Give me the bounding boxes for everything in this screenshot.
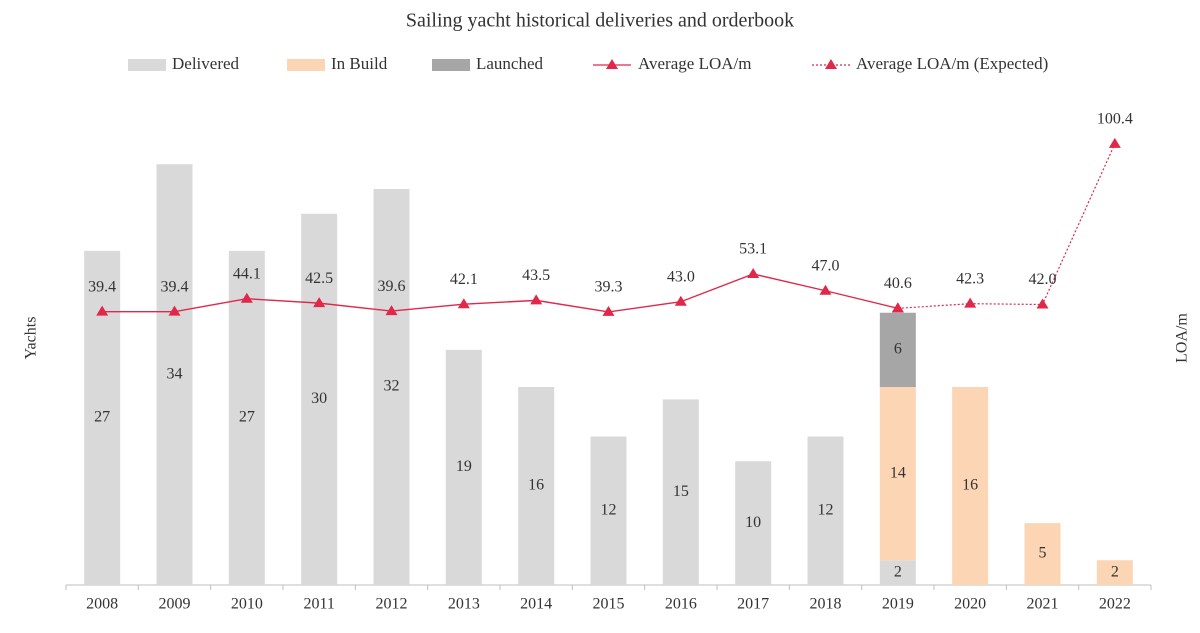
- bar-value-label: 10: [745, 514, 761, 531]
- bar: [156, 164, 193, 585]
- bar-value-label: 16: [962, 477, 978, 494]
- x-tick-label: 2015: [593, 596, 625, 613]
- line-value-label: 44.1: [233, 265, 261, 282]
- line-marker: [168, 305, 181, 316]
- legend-label: Average LOA/m: [638, 54, 751, 73]
- line-value-label: 42.5: [305, 270, 333, 287]
- bar: [445, 349, 482, 585]
- bar-value-label: 2: [894, 563, 902, 580]
- line-value-label: 39.4: [161, 278, 189, 295]
- line-value-label: 42.0: [1029, 271, 1057, 288]
- line-value-label: 43.5: [522, 267, 550, 284]
- bar: [301, 213, 338, 585]
- line-marker: [1036, 298, 1049, 309]
- line-value-label: 42.1: [450, 271, 478, 288]
- line-value-label: 39.4: [88, 278, 116, 295]
- x-tick-label: 2020: [954, 596, 986, 613]
- x-tick-label: 2021: [1027, 596, 1059, 613]
- x-tick-label: 2022: [1099, 596, 1131, 613]
- bar: [228, 250, 265, 585]
- line-value-label: 39.6: [378, 278, 406, 295]
- bar-value-label: 27: [94, 409, 110, 426]
- bar-value-label: 30: [311, 390, 327, 407]
- bar: [373, 189, 410, 585]
- line-marker: [819, 284, 832, 295]
- x-tick-label: 2010: [231, 596, 263, 613]
- bar-value-label: 34: [167, 365, 183, 382]
- legend-label: Average LOA/m (Expected): [856, 54, 1048, 73]
- legend-marker: [606, 59, 618, 69]
- bar-value-label: 2: [1111, 563, 1119, 580]
- bar-value-label: 14: [890, 464, 906, 481]
- line-marker: [313, 297, 326, 308]
- legend-swatch: [128, 59, 166, 71]
- line-marker: [602, 305, 615, 316]
- legend-swatch: [432, 59, 470, 71]
- y2-axis-label: LOA/m: [1174, 313, 1191, 363]
- line-value-label: 39.3: [595, 279, 623, 296]
- line-marker: [385, 305, 398, 316]
- bar: [662, 399, 699, 585]
- bar-value-label: 6: [894, 341, 902, 358]
- line: [897, 143, 1116, 309]
- bar: [1096, 560, 1133, 585]
- y-axis-label: Yachts: [23, 317, 40, 360]
- line-marker: [96, 305, 109, 316]
- bar-value-label: 27: [239, 409, 255, 426]
- line: [102, 273, 898, 313]
- x-tick-label: 2014: [520, 596, 552, 613]
- line-marker: [457, 298, 470, 309]
- bar: [1024, 523, 1061, 585]
- bar-value-label: 12: [601, 501, 617, 518]
- bar-value-label: 15: [673, 483, 689, 500]
- bar: [590, 436, 627, 585]
- bar-value-label: 16: [528, 477, 544, 494]
- legend-swatch: [287, 59, 325, 71]
- line-value-label: 43.0: [667, 268, 695, 285]
- x-tick-label: 2013: [448, 596, 480, 613]
- line-marker: [530, 294, 543, 305]
- x-tick-label: 2009: [159, 596, 191, 613]
- bar: [879, 560, 916, 585]
- bar-value-label: 12: [818, 501, 834, 518]
- x-tick-label: 2012: [376, 596, 408, 613]
- x-tick-label: 2017: [737, 596, 769, 613]
- x-tick-label: 2019: [882, 596, 914, 613]
- line-marker: [891, 302, 904, 313]
- x-tick-label: 2011: [303, 596, 334, 613]
- bar: [879, 312, 916, 387]
- bar: [952, 387, 989, 585]
- line-value-label: 53.1: [739, 241, 767, 258]
- x-tick-label: 2016: [665, 596, 697, 613]
- legend-label: Launched: [476, 54, 544, 73]
- bar-value-label: 32: [384, 378, 400, 395]
- bar: [807, 436, 844, 585]
- line-marker: [240, 292, 253, 303]
- line-value-label: 47.0: [812, 257, 840, 274]
- legend-marker: [825, 59, 837, 69]
- x-tick-label: 2018: [810, 596, 842, 613]
- line-value-label: 40.6: [884, 275, 912, 292]
- line-value-label: 100.4: [1097, 111, 1133, 128]
- legend-label: In Build: [331, 54, 388, 73]
- bar-value-label: 5: [1039, 545, 1047, 562]
- bar: [735, 461, 772, 585]
- bar-value-label: 19: [456, 458, 472, 475]
- chart-title: Sailing yacht historical deliveries and …: [406, 10, 794, 32]
- line-marker: [674, 295, 687, 306]
- legend-label: Delivered: [172, 54, 240, 73]
- bar: [518, 387, 555, 585]
- x-tick-label: 2008: [86, 596, 118, 613]
- line-marker: [964, 297, 977, 308]
- line-marker: [747, 267, 760, 278]
- line-marker: [1108, 137, 1121, 148]
- bar: [879, 387, 916, 561]
- line-value-label: 42.3: [956, 270, 984, 287]
